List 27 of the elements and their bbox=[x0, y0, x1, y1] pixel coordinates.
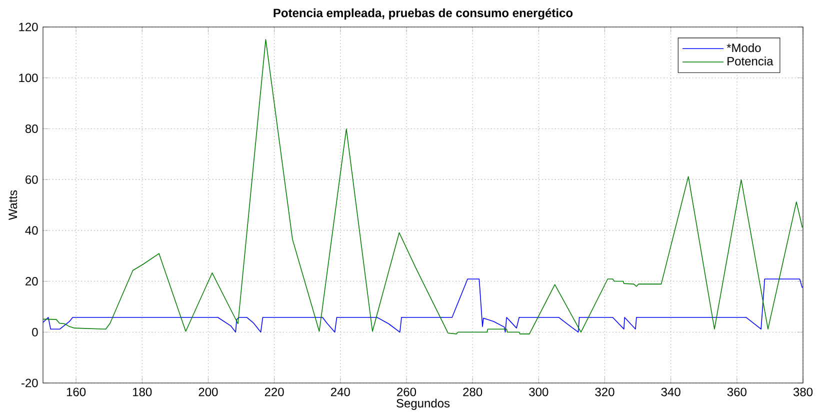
y-tick-label: 20 bbox=[26, 277, 38, 286]
x-tick-label: 240 bbox=[330, 388, 350, 396]
x-tick-label: 320 bbox=[595, 388, 614, 396]
y-tick-label: 80 bbox=[25, 124, 38, 133]
legend-label: *Modo bbox=[726, 43, 761, 52]
y-tick-label: 100 bbox=[19, 74, 38, 82]
y-tick-label: 120 bbox=[19, 22, 38, 32]
y-axis-title: Watts bbox=[8, 190, 18, 220]
x-tick-label: 220 bbox=[264, 388, 284, 396]
x-tick-label: 300 bbox=[529, 388, 548, 396]
x-tick-label: 200 bbox=[198, 388, 218, 396]
x-tick-label: 380 bbox=[793, 388, 813, 396]
x-tick-label: 160 bbox=[66, 388, 86, 396]
x-tick-label: 360 bbox=[727, 388, 746, 396]
y-tick-label: -20 bbox=[21, 378, 38, 388]
line-series bbox=[43, 278, 803, 333]
y-tick-label: 0 bbox=[32, 328, 38, 336]
x-tick-label: 180 bbox=[133, 388, 152, 396]
line-series bbox=[43, 39, 803, 334]
x-tick-label: 340 bbox=[661, 388, 680, 396]
chart-title: Potencia empleada, pruebas de consumo energético bbox=[274, 8, 573, 20]
y-tick-label: 40 bbox=[25, 226, 38, 235]
y-tick-label: 60 bbox=[26, 175, 38, 184]
x-axis-title: Segundos bbox=[396, 398, 450, 410]
legend-label: Potencia bbox=[728, 56, 774, 66]
x-tick-label: 260 bbox=[397, 388, 416, 396]
x-tick-label: 280 bbox=[463, 388, 482, 396]
